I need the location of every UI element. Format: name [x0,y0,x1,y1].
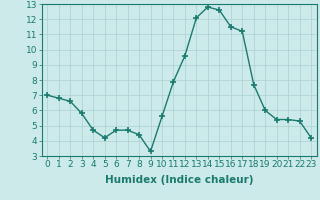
X-axis label: Humidex (Indice chaleur): Humidex (Indice chaleur) [105,175,253,185]
